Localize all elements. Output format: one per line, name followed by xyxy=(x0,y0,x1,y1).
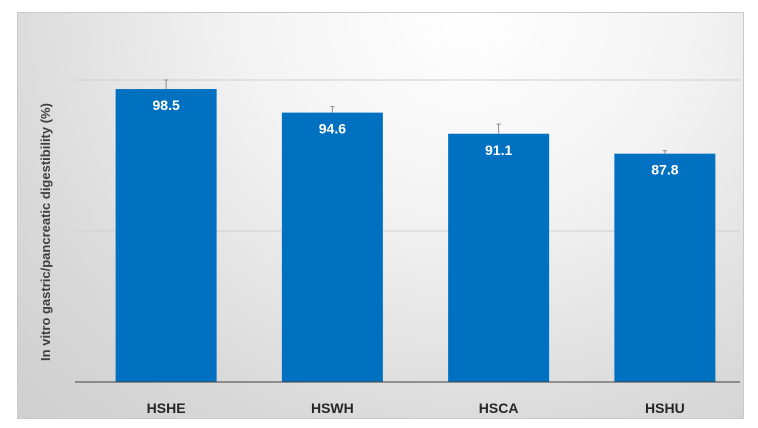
x-tick-label: HSWH xyxy=(311,400,354,416)
bar-hshe xyxy=(115,89,217,382)
bar-hswh xyxy=(281,112,383,382)
bar-hshu xyxy=(614,153,716,382)
y-axis-label: In vitro gastric/pancreatic digestibilit… xyxy=(38,103,53,361)
data-label: 98.5 xyxy=(153,97,180,113)
data-label: 91.1 xyxy=(485,142,512,158)
x-tick-label: HSHE xyxy=(147,400,186,416)
x-tick-label: HSHU xyxy=(645,400,685,416)
data-label: 87.8 xyxy=(651,162,678,178)
bar-hsca xyxy=(448,133,550,382)
x-tick-label: HSCA xyxy=(479,400,519,416)
data-label: 94.6 xyxy=(319,121,346,137)
